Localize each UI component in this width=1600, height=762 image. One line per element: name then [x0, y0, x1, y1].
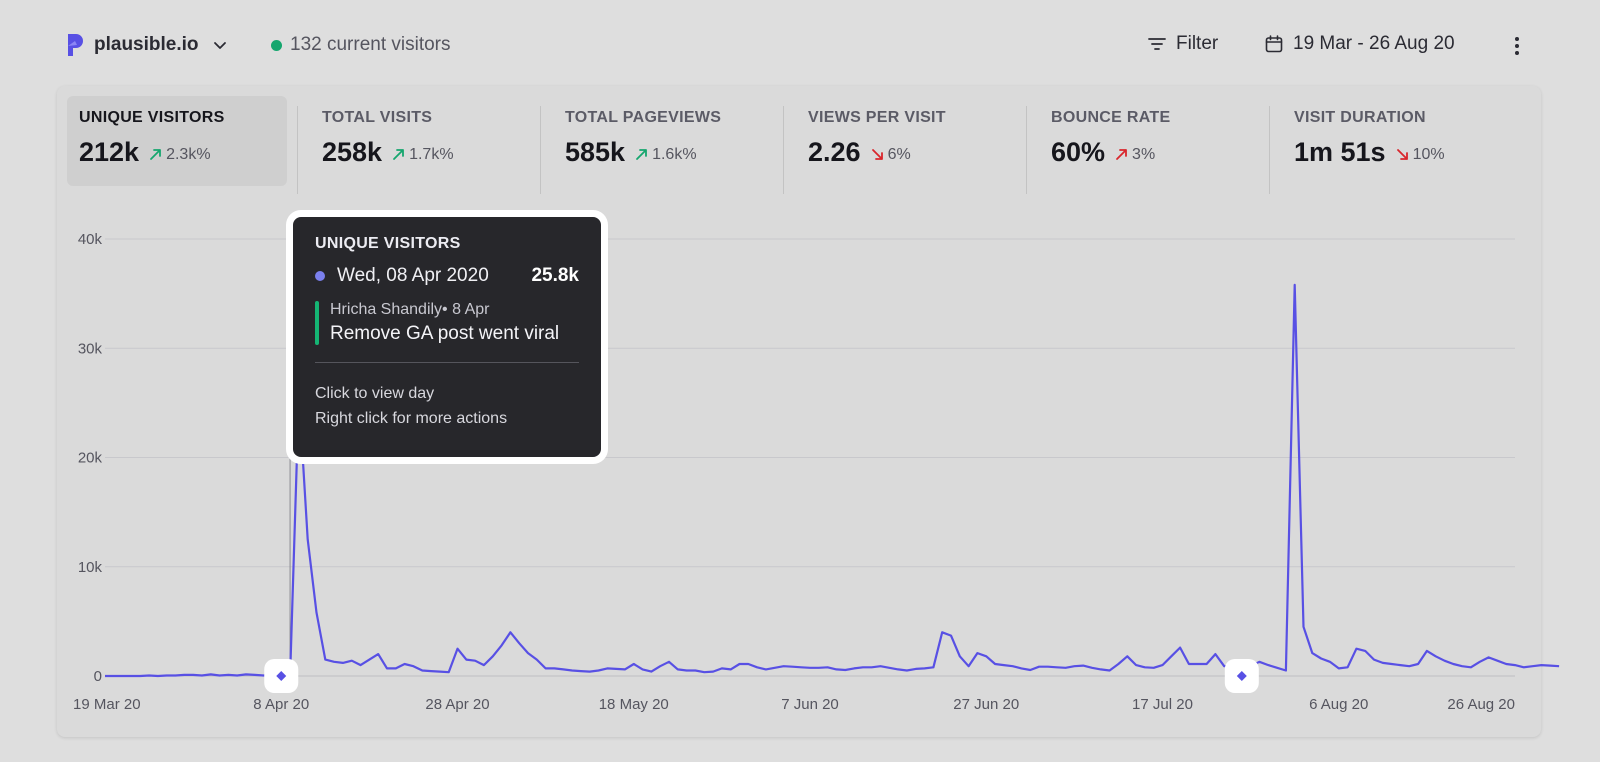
- metrics-row: UNIQUE VISITORS 212k 2.3k% TOTAL VISITS 258k…: [67, 96, 1527, 194]
- metric-change: 1.6k%: [635, 145, 697, 164]
- metric-change: 1.7k%: [392, 145, 454, 164]
- plausible-logo-icon: [68, 34, 83, 56]
- x-tick-label: 6 Aug 20: [1309, 696, 1368, 713]
- metric-change-value: 1.6k%: [652, 145, 697, 163]
- x-tick-label: 7 Jun 20: [781, 696, 839, 713]
- annotation-diamond-icon: [276, 671, 287, 681]
- metric-tab-visit-duration[interactable]: VISIT DURATION 1m 51s 10%: [1282, 96, 1512, 186]
- metric-value: 60%: [1051, 137, 1106, 167]
- x-tick-label: 17 Jul 20: [1132, 696, 1193, 713]
- tooltip-hint-view: Click to view day: [315, 385, 435, 402]
- arrow-up-right-icon: [150, 149, 161, 160]
- metric-divider: [1026, 106, 1027, 194]
- metric-tab-total-pageviews[interactable]: TOTAL PAGEVIEWS 585k 1.6k%: [553, 96, 783, 186]
- date-range-label: 19 Mar - 26 Aug 20: [1293, 33, 1455, 54]
- date-range-picker[interactable]: 19 Mar - 26 Aug 20: [1264, 33, 1455, 55]
- current-visitors-label: 132 current visitors: [290, 34, 451, 55]
- x-tick-label: 18 May 20: [599, 696, 669, 713]
- metric-tab-unique-visitors[interactable]: UNIQUE VISITORS 212k 2.3k%: [67, 96, 287, 186]
- y-tick-label: 0: [94, 668, 102, 685]
- metric-change-value: 3%: [1132, 145, 1156, 163]
- x-tick-label: 26 Aug 20: [1447, 696, 1515, 713]
- metric-label: UNIQUE VISITORS: [79, 109, 225, 126]
- site-switcher[interactable]: plausible.io: [66, 32, 227, 58]
- arrow-down-right-icon: [1396, 149, 1408, 160]
- kebab-menu-icon[interactable]: [1507, 34, 1527, 58]
- arrow-down-right-icon: [871, 149, 883, 160]
- metric-label: TOTAL VISITS: [322, 109, 433, 126]
- metric-value: 258k: [322, 137, 383, 167]
- metric-divider: [297, 106, 298, 194]
- x-tick-label: 8 Apr 20: [253, 696, 309, 713]
- arrow-up-right-icon: [393, 149, 404, 160]
- current-visitors[interactable]: 132 current visitors: [271, 34, 451, 56]
- metric-change: 6%: [871, 146, 911, 164]
- tooltip-divider: [315, 362, 579, 363]
- metric-change: 10%: [1396, 146, 1445, 164]
- annotation-diamond-icon: [1236, 671, 1247, 681]
- metric-tab-views-per-visit[interactable]: VIEWS PER VISIT 2.26 6%: [796, 96, 1026, 186]
- y-tick-label: 30k: [78, 340, 103, 357]
- tooltip-hint-actions: Right click for more actions: [315, 410, 508, 427]
- y-tick-label: 40k: [78, 231, 103, 248]
- chevron-down-icon: [213, 42, 226, 49]
- metric-divider: [1269, 106, 1270, 194]
- filter-icon: [1148, 38, 1166, 50]
- tooltip-date: Wed, 08 Apr 2020: [337, 265, 489, 286]
- series-line-unique-visitors[interactable]: [105, 283, 1560, 678]
- metric-change-value: 10%: [1412, 145, 1445, 163]
- tooltip-value: 25.8k: [531, 265, 579, 286]
- annotation-text: Remove GA post went viral: [330, 323, 560, 344]
- annotation-bar: [315, 301, 319, 345]
- metric-value: 1m 51s: [1294, 137, 1386, 167]
- y-tick-label: 20k: [78, 450, 103, 467]
- x-tick-label: 27 Jun 20: [953, 696, 1019, 713]
- x-tick-label: 28 Apr 20: [425, 696, 489, 713]
- metric-tab-total-visits[interactable]: TOTAL VISITS 258k 1.7k%: [310, 96, 540, 186]
- arrow-up-right-icon: [1116, 149, 1127, 160]
- filter-label: Filter: [1176, 33, 1219, 54]
- green-dot-icon: [271, 39, 282, 51]
- x-tick-label: 19 Mar 20: [73, 696, 141, 713]
- metric-label: BOUNCE RATE: [1051, 109, 1171, 126]
- metric-value: 585k: [565, 137, 626, 167]
- metric-change-value: 1.7k%: [409, 145, 454, 163]
- metric-change: 2.3k%: [149, 145, 211, 164]
- metric-label: VISIT DURATION: [1294, 109, 1426, 126]
- arrow-up-right-icon: [636, 149, 647, 160]
- metric-value: 212k: [79, 137, 140, 167]
- filter-button[interactable]: Filter: [1147, 33, 1218, 55]
- stats-card: UNIQUE VISITORS 212k 2.3k% TOTAL VISITS 258k…: [57, 86, 1541, 737]
- metric-tab-bounce-rate[interactable]: BOUNCE RATE 60% 3%: [1039, 96, 1269, 186]
- metric-change-value: 2.3k%: [166, 145, 211, 163]
- calendar-icon: [1265, 35, 1283, 53]
- tooltip-annotation: Hricha Shandily• 8 Apr Remove GA post we…: [315, 301, 579, 345]
- tooltip-title: UNIQUE VISITORS: [315, 235, 461, 252]
- metric-divider: [540, 106, 541, 194]
- y-tick-label: 10k: [78, 559, 103, 576]
- site-name: plausible.io: [94, 34, 199, 55]
- series-dot-icon: [315, 271, 325, 281]
- metric-label: TOTAL PAGEVIEWS: [565, 109, 722, 126]
- chart-tooltip: UNIQUE VISITORS Wed, 08 Apr 2020 25.8k H…: [293, 217, 601, 457]
- metric-value: 2.26: [808, 137, 861, 167]
- metric-divider: [783, 106, 784, 194]
- metric-label: VIEWS PER VISIT: [808, 109, 946, 126]
- top-bar: plausible.io 132 current visitors Filter…: [0, 0, 1600, 92]
- metric-change: 3%: [1115, 146, 1155, 164]
- annotation-author: Hricha Shandily• 8 Apr: [330, 301, 490, 318]
- metric-change-value: 6%: [887, 145, 911, 163]
